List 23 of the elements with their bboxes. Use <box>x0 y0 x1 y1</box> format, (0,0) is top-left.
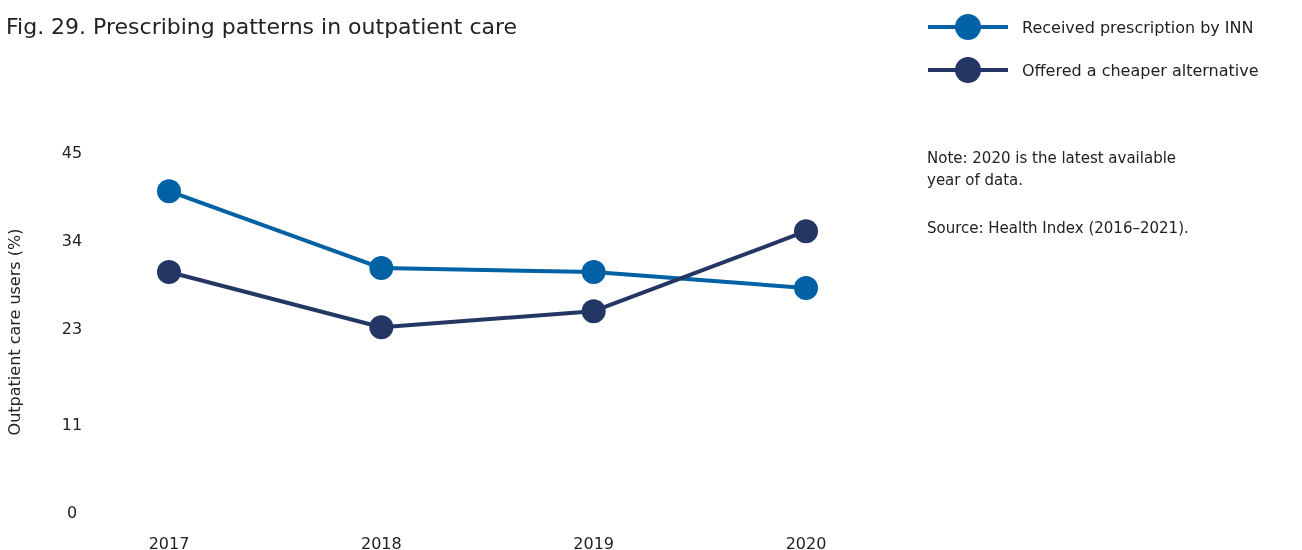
point <box>581 260 606 284</box>
x-tick-label: 2019 <box>573 534 615 550</box>
y-tick-label: 0 <box>66 502 78 522</box>
legend-label: Offered a cheaper alternative <box>1022 60 1259 80</box>
point <box>369 315 394 340</box>
y-tick-label: 11 <box>61 414 83 434</box>
y-tick-label: 45 <box>61 142 83 162</box>
point <box>369 256 394 280</box>
y-tick-label: 34 <box>61 230 83 250</box>
x-tick-label: 2020 <box>785 534 827 550</box>
legend-label: Received prescription by INN <box>1022 17 1254 37</box>
x-tick-label: 2018 <box>360 534 402 550</box>
point <box>157 260 181 284</box>
chart-title: Fig. 29. Prescribing patterns in outpatient care <box>6 14 518 39</box>
point <box>794 276 818 300</box>
y-tick-label: 23 <box>61 318 83 338</box>
x-tick-label: 2017 <box>148 534 190 550</box>
point <box>794 219 818 244</box>
point <box>157 179 181 204</box>
source-note: Source: Health Index (2016–2021). <box>927 219 1189 237</box>
y-axis-title: Outpatient care users (%) <box>5 228 24 436</box>
point <box>581 299 606 324</box>
text: Note: 2020 is the latest available year of data. <box>927 149 1177 189</box>
